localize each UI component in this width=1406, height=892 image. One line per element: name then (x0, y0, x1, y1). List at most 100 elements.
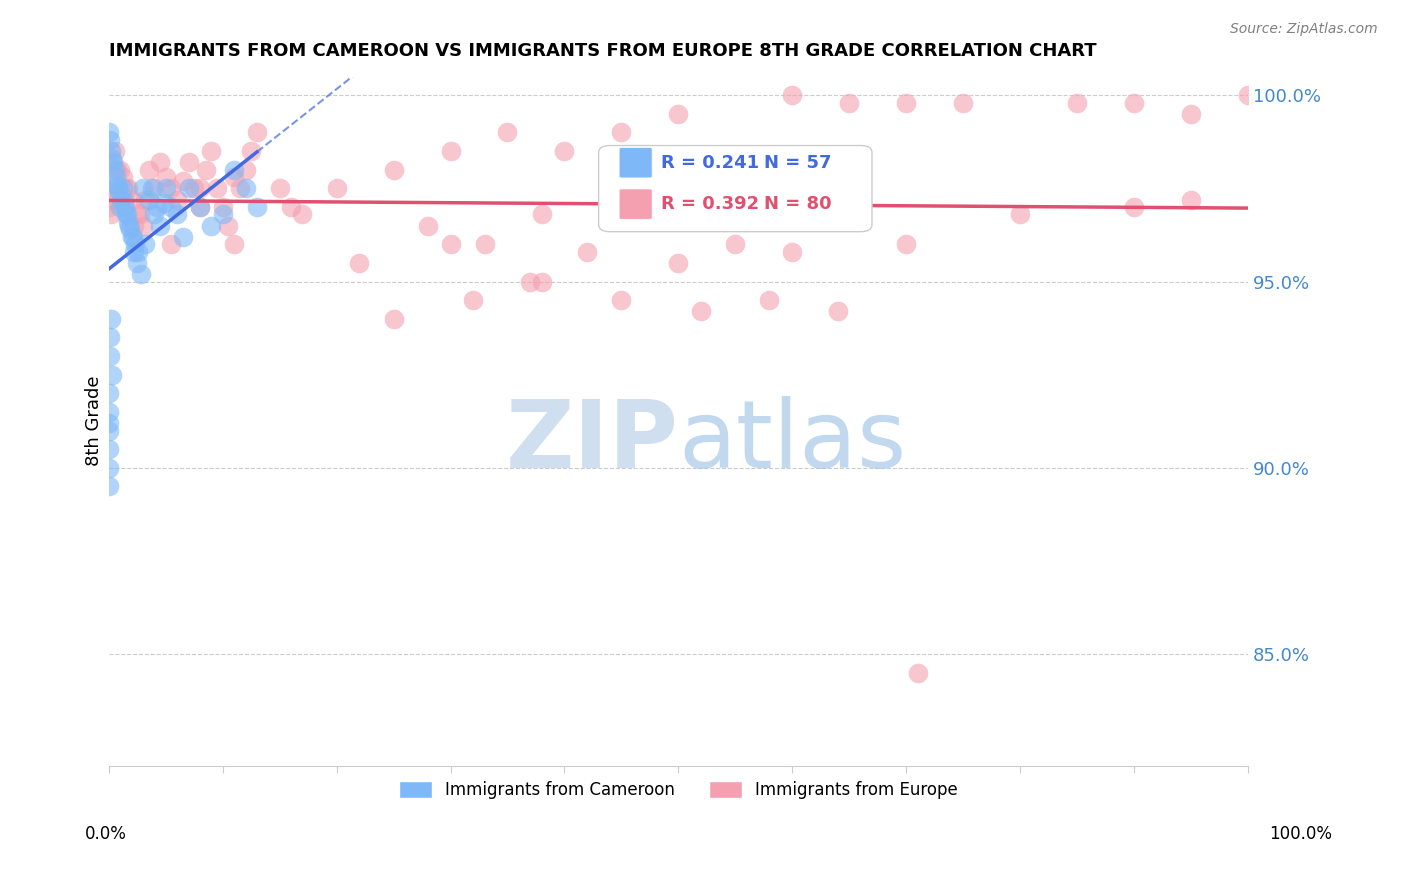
Text: 0.0%: 0.0% (84, 825, 127, 843)
Point (211, 207, 233, 221)
Point (117, 215, 139, 229)
Point (122, 219, 145, 233)
Point (610, 126, 633, 140)
Point (382, 162, 405, 177)
Point (97, 424, 120, 438)
Point (132, 219, 155, 233)
Point (160, 237, 183, 252)
Point (110, 200, 132, 214)
Point (530, 275, 553, 289)
Point (780, 88, 803, 103)
Point (758, 293, 780, 307)
Point (224, 237, 246, 252)
Point (149, 219, 172, 233)
Point (724, 237, 747, 252)
Text: N = 57: N = 57 (763, 153, 831, 172)
Point (97, 460, 120, 475)
Point (103, 144, 125, 158)
Point (1180, 107, 1202, 121)
Text: Source: ZipAtlas.com: Source: ZipAtlas.com (1230, 22, 1378, 37)
Point (439, 144, 461, 158)
Point (576, 244, 599, 259)
Point (97, 442, 120, 457)
FancyBboxPatch shape (619, 189, 652, 219)
Point (666, 256, 689, 270)
Point (105, 178, 128, 192)
Point (143, 181, 166, 195)
Point (496, 126, 519, 140)
Point (382, 311, 405, 326)
Point (132, 181, 155, 195)
Point (690, 304, 713, 318)
Point (188, 181, 211, 195)
Legend: Immigrants from Cameroon, Immigrants from Europe: Immigrants from Cameroon, Immigrants fro… (392, 774, 965, 805)
Point (115, 181, 138, 195)
Point (134, 237, 156, 252)
Point (177, 181, 200, 195)
Point (894, 237, 917, 252)
Point (104, 170, 127, 185)
Point (610, 293, 633, 307)
Point (145, 200, 167, 214)
Point (217, 219, 239, 233)
Point (121, 229, 143, 244)
FancyBboxPatch shape (619, 147, 652, 178)
Point (141, 181, 163, 195)
Point (112, 193, 135, 207)
FancyBboxPatch shape (599, 145, 872, 232)
Point (291, 207, 314, 221)
Point (98, 181, 121, 195)
Text: R = 0.241: R = 0.241 (661, 153, 759, 172)
Point (100, 311, 122, 326)
Point (105, 162, 128, 177)
Point (120, 222, 142, 236)
Point (235, 181, 257, 195)
Text: IMMIGRANTS FROM CAMEROON VS IMMIGRANTS FROM EUROPE 8TH GRADE CORRELATION CHART: IMMIGRANTS FROM CAMEROON VS IMMIGRANTS F… (108, 42, 1097, 60)
Point (103, 162, 125, 177)
Point (127, 207, 149, 221)
Point (246, 126, 269, 140)
Text: N = 80: N = 80 (763, 195, 831, 213)
Point (183, 181, 205, 195)
Point (666, 107, 689, 121)
Point (155, 181, 177, 195)
Text: R = 0.392: R = 0.392 (661, 195, 759, 213)
Point (127, 256, 149, 270)
Point (122, 244, 145, 259)
Point (280, 200, 302, 214)
Point (98, 133, 121, 147)
Point (97, 479, 120, 493)
Point (160, 200, 183, 214)
Point (780, 244, 803, 259)
Point (269, 181, 291, 195)
Point (110, 162, 132, 177)
Point (553, 144, 575, 158)
Point (166, 207, 188, 221)
Point (474, 237, 496, 252)
Y-axis label: 8th Grade: 8th Grade (86, 376, 103, 467)
Point (894, 95, 917, 110)
Point (246, 200, 269, 214)
Point (200, 144, 222, 158)
Point (224, 170, 246, 185)
Point (838, 95, 860, 110)
Point (211, 200, 233, 214)
Text: atlas: atlas (678, 396, 907, 488)
Point (1008, 207, 1031, 221)
Point (907, 665, 929, 680)
Text: 100.0%: 100.0% (1270, 825, 1331, 843)
Point (101, 152, 124, 166)
Point (530, 207, 553, 221)
Point (101, 193, 124, 207)
Point (160, 181, 183, 195)
Point (155, 170, 177, 185)
Point (952, 95, 974, 110)
Point (129, 267, 152, 281)
Point (149, 155, 172, 169)
Point (152, 196, 174, 211)
Point (416, 219, 439, 233)
Point (172, 174, 194, 188)
Point (1123, 200, 1146, 214)
Point (98, 330, 121, 344)
Point (200, 219, 222, 233)
